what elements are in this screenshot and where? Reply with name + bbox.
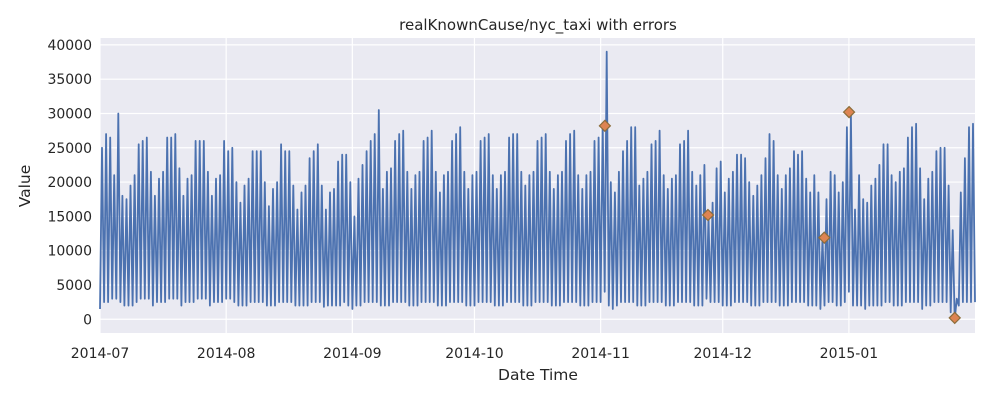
error-point [948,311,962,325]
y-tick-label: 5000 [56,278,92,294]
y-tick-label: 25000 [47,141,92,157]
y-axis-label: Value [16,165,34,208]
series-line-value [99,50,976,321]
y-tick-label: 20000 [47,175,92,191]
x-tick-label: 2014-08 [197,346,256,362]
error-point [817,231,831,244]
y-tick-label: 15000 [47,209,92,225]
series-value [99,50,976,321]
y-tick-label: 0 [83,312,92,328]
x-tick-label: 2014-11 [571,346,630,362]
x-tick-label: 2014-07 [71,346,130,362]
tick-labels: 0 5000 10000 15000 20000 25000 30000 35000 40000… [47,38,878,362]
error-point [842,105,856,119]
y-tick-label: 30000 [47,106,92,122]
x-tick-label: 2014-09 [323,346,382,362]
y-tick-label: 35000 [47,72,92,88]
x-tick-label: 2014-10 [445,346,504,362]
chart-title: realKnownCause/nyc_taxi with errors [399,16,677,35]
x-axis-label: Date Time [498,366,578,384]
x-tick-label: 2015-01 [820,346,879,362]
error-markers [598,105,962,325]
error-point [598,119,612,133]
x-tick-label: 2014-12 [693,346,752,362]
error-point [701,208,715,222]
y-tick-label: 10000 [47,244,92,260]
y-tick-label: 40000 [47,38,92,54]
